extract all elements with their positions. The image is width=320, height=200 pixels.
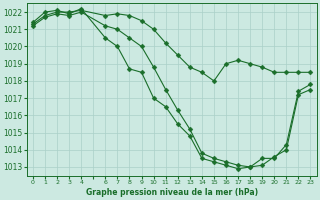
X-axis label: Graphe pression niveau de la mer (hPa): Graphe pression niveau de la mer (hPa) — [86, 188, 258, 197]
